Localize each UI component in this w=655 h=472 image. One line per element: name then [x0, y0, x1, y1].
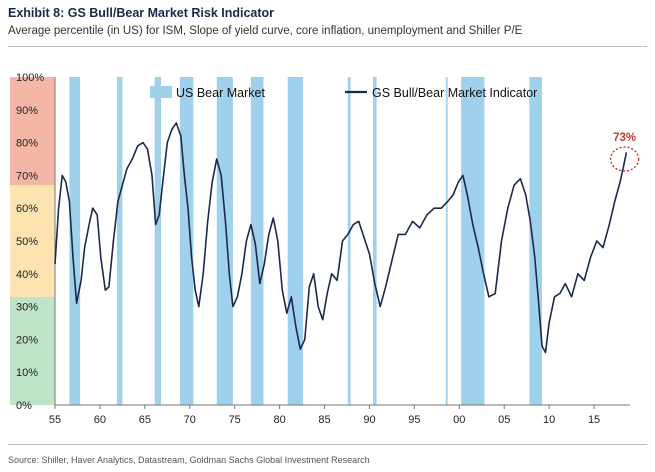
- x-tick-label: 80: [273, 414, 285, 426]
- y-tick-label: 100%: [16, 72, 44, 84]
- y-tick-label: 20%: [16, 334, 38, 346]
- y-tick-label: 10%: [16, 367, 38, 379]
- bear-market-bar: [287, 77, 303, 405]
- chart-subtitle: Average percentile (in US) for ISM, Slop…: [8, 25, 523, 37]
- callout-label: 73%: [613, 132, 636, 144]
- y-tick-label: 60%: [16, 203, 38, 215]
- risk-zone-low: [10, 296, 55, 405]
- x-tick-label: 60: [94, 414, 106, 426]
- bear-market-bar: [347, 77, 351, 405]
- bear-market-bar: [116, 77, 123, 405]
- bear-market-bar: [216, 77, 233, 405]
- x-tick-label: 55: [49, 414, 61, 426]
- legend-label-bear-market: US Bear Market: [176, 86, 265, 100]
- x-tick-label: 00: [453, 414, 465, 426]
- legend-label-indicator: GS Bull/Bear Market Indicator: [372, 86, 537, 100]
- x-tick-label: 85: [318, 414, 330, 426]
- bear-market-bar: [445, 77, 448, 405]
- bear-market-bar: [529, 77, 542, 405]
- x-tick-label: 65: [139, 414, 151, 426]
- risk-zone-high: [10, 77, 55, 186]
- callout-circle: [609, 146, 640, 172]
- risk-zone-mid: [10, 185, 55, 297]
- y-tick-label: 30%: [16, 302, 38, 314]
- y-tick-label: 80%: [16, 138, 38, 150]
- x-tick-label: 95: [408, 414, 420, 426]
- x-tick-label: 70: [184, 414, 196, 426]
- indicator-line: [54, 122, 628, 354]
- header-divider: [8, 46, 647, 47]
- bear-market-bar: [154, 77, 162, 405]
- source-note: Source: Shiller, Haver Analytics, Datast…: [8, 455, 370, 465]
- x-tick-label: 05: [498, 414, 510, 426]
- x-tick-label: 10: [543, 414, 555, 426]
- x-tick-label: 90: [363, 414, 375, 426]
- bear-market-bar: [250, 77, 264, 405]
- legend-swatch-bear-market: [150, 86, 172, 98]
- x-tick-label: 75: [229, 414, 241, 426]
- y-tick-label: 40%: [16, 269, 38, 281]
- bear-market-bar: [373, 77, 377, 405]
- y-tick-label: 70%: [16, 170, 38, 182]
- footer-divider: [8, 444, 647, 445]
- bear-market-bar: [179, 77, 194, 405]
- bear-market-bar: [461, 77, 485, 405]
- y-tick-label: 0%: [16, 400, 32, 412]
- chart-title: Exhibit 8: GS Bull/Bear Market Risk Indi…: [8, 6, 275, 20]
- y-tick-label: 50%: [16, 236, 38, 248]
- bear-market-bar: [69, 77, 81, 405]
- y-tick-label: 90%: [16, 105, 38, 117]
- x-tick-label: 15: [588, 414, 600, 426]
